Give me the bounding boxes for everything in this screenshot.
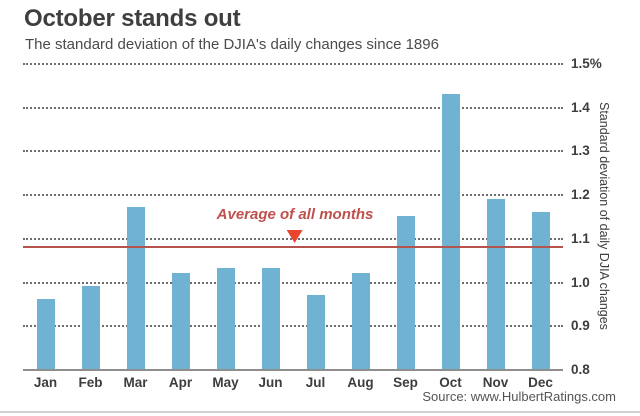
x-tick-label-may: May (212, 375, 239, 390)
bar-nov (486, 198, 505, 369)
bar-apr (171, 272, 190, 369)
chart-subtitle: The standard deviation of the DJIA's dai… (25, 36, 439, 53)
plot-area: 0.8 0.9 1.0 1.1 1.2 1.3 1.4 1.5% Average of all… (23, 56, 602, 390)
bar-slot (248, 63, 293, 369)
gridline (23, 106, 563, 109)
bar-slot (338, 63, 383, 369)
source-credit: Source: www.HulbertRatings.com (422, 389, 616, 404)
bar-slot (383, 63, 428, 369)
bar-may (216, 268, 235, 369)
bar-jan (36, 299, 55, 369)
bar-slot (113, 63, 158, 369)
x-tick-label-feb: Feb (78, 375, 103, 390)
x-tick-label-apr: Apr (168, 375, 193, 390)
y-tick-label: 1.0 (571, 274, 590, 290)
gridline (23, 150, 563, 153)
bar-slot (518, 63, 563, 369)
x-tick-label-oct: Oct (439, 375, 462, 390)
x-tick-label-jun: Jun (258, 375, 283, 390)
bar-oct (441, 93, 460, 369)
gridline (23, 63, 563, 65)
bar-mar (126, 207, 145, 369)
y-tick-label: 1.5% (571, 56, 602, 71)
bar-jul (306, 294, 325, 369)
x-tick-label-aug: Aug (347, 375, 374, 390)
x-tick-label-mar: Mar (123, 375, 148, 390)
average-annotation-label: Average of all months (216, 205, 374, 223)
bar-slot (158, 63, 203, 369)
bar-jun (261, 268, 280, 369)
x-tick-label-dec: Dec (528, 375, 553, 390)
x-tick-label-nov: Nov (482, 375, 509, 390)
down-arrow-icon (286, 229, 303, 243)
y-tick-label: 1.1 (571, 230, 590, 246)
y-tick-label: 0.8 (571, 362, 590, 377)
bar-sep (396, 216, 415, 369)
bar-feb (81, 285, 100, 369)
bar-dec (531, 211, 550, 369)
y-tick-label: 1.3 (571, 143, 590, 159)
x-tick-label-jan: Jan (33, 375, 58, 390)
x-axis-labels: Jan Feb Mar Apr May Jun Jul Aug Sep Oct Nov Dec (23, 375, 563, 390)
y-axis-title: Standard deviation of daily DJIA changes (597, 102, 611, 330)
bar-slot (23, 63, 68, 369)
gridline (23, 194, 563, 197)
x-axis-line (23, 369, 563, 371)
bar-slot (68, 63, 113, 369)
gridline (23, 325, 563, 328)
x-tick-label-jul: Jul (305, 375, 326, 390)
bar-aug (351, 272, 370, 369)
bars (23, 63, 563, 369)
bar-slot (293, 63, 338, 369)
gridline (23, 281, 563, 284)
average-annotation: Average of all months (216, 205, 374, 243)
bottom-divider (0, 411, 640, 413)
y-tick-label: 0.9 (571, 318, 590, 334)
bar-slot (473, 63, 518, 369)
y-tick-label: 1.4 (571, 99, 590, 115)
y-tick-label: 1.2 (571, 187, 590, 203)
bar-slot (203, 63, 248, 369)
bar-slot (428, 63, 473, 369)
x-tick-label-sep: Sep (393, 375, 418, 390)
average-line (23, 245, 563, 248)
chart-title: October stands out (24, 5, 241, 32)
